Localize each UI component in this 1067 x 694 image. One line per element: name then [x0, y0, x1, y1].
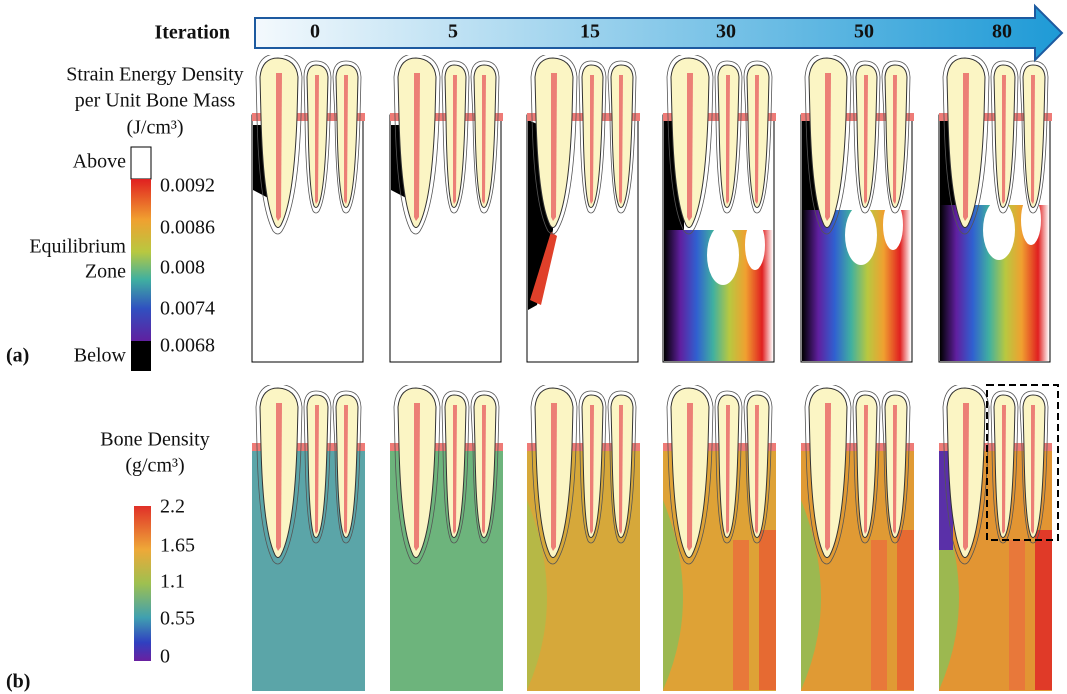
- bone-density: [759, 530, 776, 690]
- panel-b-frame: [527, 384, 640, 691]
- panel-b-frame: [252, 384, 365, 691]
- bone-density: [733, 540, 749, 690]
- colorbar-tick-label: 0.008: [160, 257, 205, 279]
- strain-region: [745, 220, 765, 270]
- panel-b-title: Bone Density: [100, 429, 209, 451]
- colorbar-tick-label: 2.2: [160, 496, 185, 518]
- panel-b-frame: [663, 384, 776, 691]
- iteration-arrow: [255, 6, 1062, 60]
- colorbar-tick-label: 0: [160, 646, 170, 668]
- iteration-number: 80: [992, 21, 1012, 43]
- bone-density: [1009, 540, 1025, 690]
- colorbar: [134, 506, 151, 661]
- iteration-number: 30: [716, 21, 736, 43]
- panel-a-title: Strain Energy Density: [66, 64, 243, 86]
- colorbar-below: [131, 341, 151, 371]
- panel-a-frame: [390, 54, 503, 362]
- panel-a-frame: [527, 54, 640, 362]
- panel-b-frame: [390, 384, 503, 691]
- colorbar-tick-label: 0.0068: [160, 335, 215, 357]
- panel-label: (b): [6, 671, 30, 693]
- iteration-title: Iteration: [154, 22, 230, 44]
- bone-density: [897, 530, 914, 690]
- iteration-number: 0: [310, 21, 320, 43]
- strain-region: [707, 225, 739, 285]
- colorbar: [131, 179, 151, 341]
- colorbar-tick-label: 0.0086: [160, 217, 215, 239]
- iteration-number: 5: [448, 21, 458, 43]
- panel-b-title: (g/cm³): [125, 455, 184, 477]
- colorbar-tick-label: 0.0074: [160, 298, 215, 320]
- colorbar-tick-label: 1.1: [160, 571, 185, 593]
- bone-density: [1035, 530, 1052, 690]
- panel-label: (a): [6, 345, 29, 367]
- colorbar-tick-label: 0.55: [160, 608, 195, 630]
- colorbar-tick-label: 0.0092: [160, 175, 215, 197]
- colorbar-tick-label: 1.65: [160, 535, 195, 557]
- colorbar-label: Zone: [85, 261, 126, 283]
- figure: Iteration 0 5 15 30 50 80 Strain Energy Densi…: [0, 0, 1067, 694]
- iteration-number: 50: [854, 21, 874, 43]
- colorbar-label: Below: [74, 345, 127, 367]
- strain-region: [845, 205, 877, 265]
- panel-a-frame: [663, 54, 776, 362]
- panel-a-frame: [939, 54, 1052, 362]
- colorbar-label: Equilibrium: [29, 236, 126, 258]
- panel-a-frame: [801, 54, 914, 362]
- panel-b-frame: [939, 384, 1052, 691]
- panel-a-title: (J/cm³): [126, 117, 183, 139]
- iteration-number: 15: [580, 21, 600, 43]
- panel-a-title: per Unit Bone Mass: [75, 90, 236, 112]
- colorbar-label: Above: [73, 151, 126, 173]
- colorbar-above: [131, 147, 151, 179]
- panel-a-frame: [252, 54, 365, 362]
- panel-b-frame: [801, 384, 914, 691]
- bone-density: [871, 540, 887, 690]
